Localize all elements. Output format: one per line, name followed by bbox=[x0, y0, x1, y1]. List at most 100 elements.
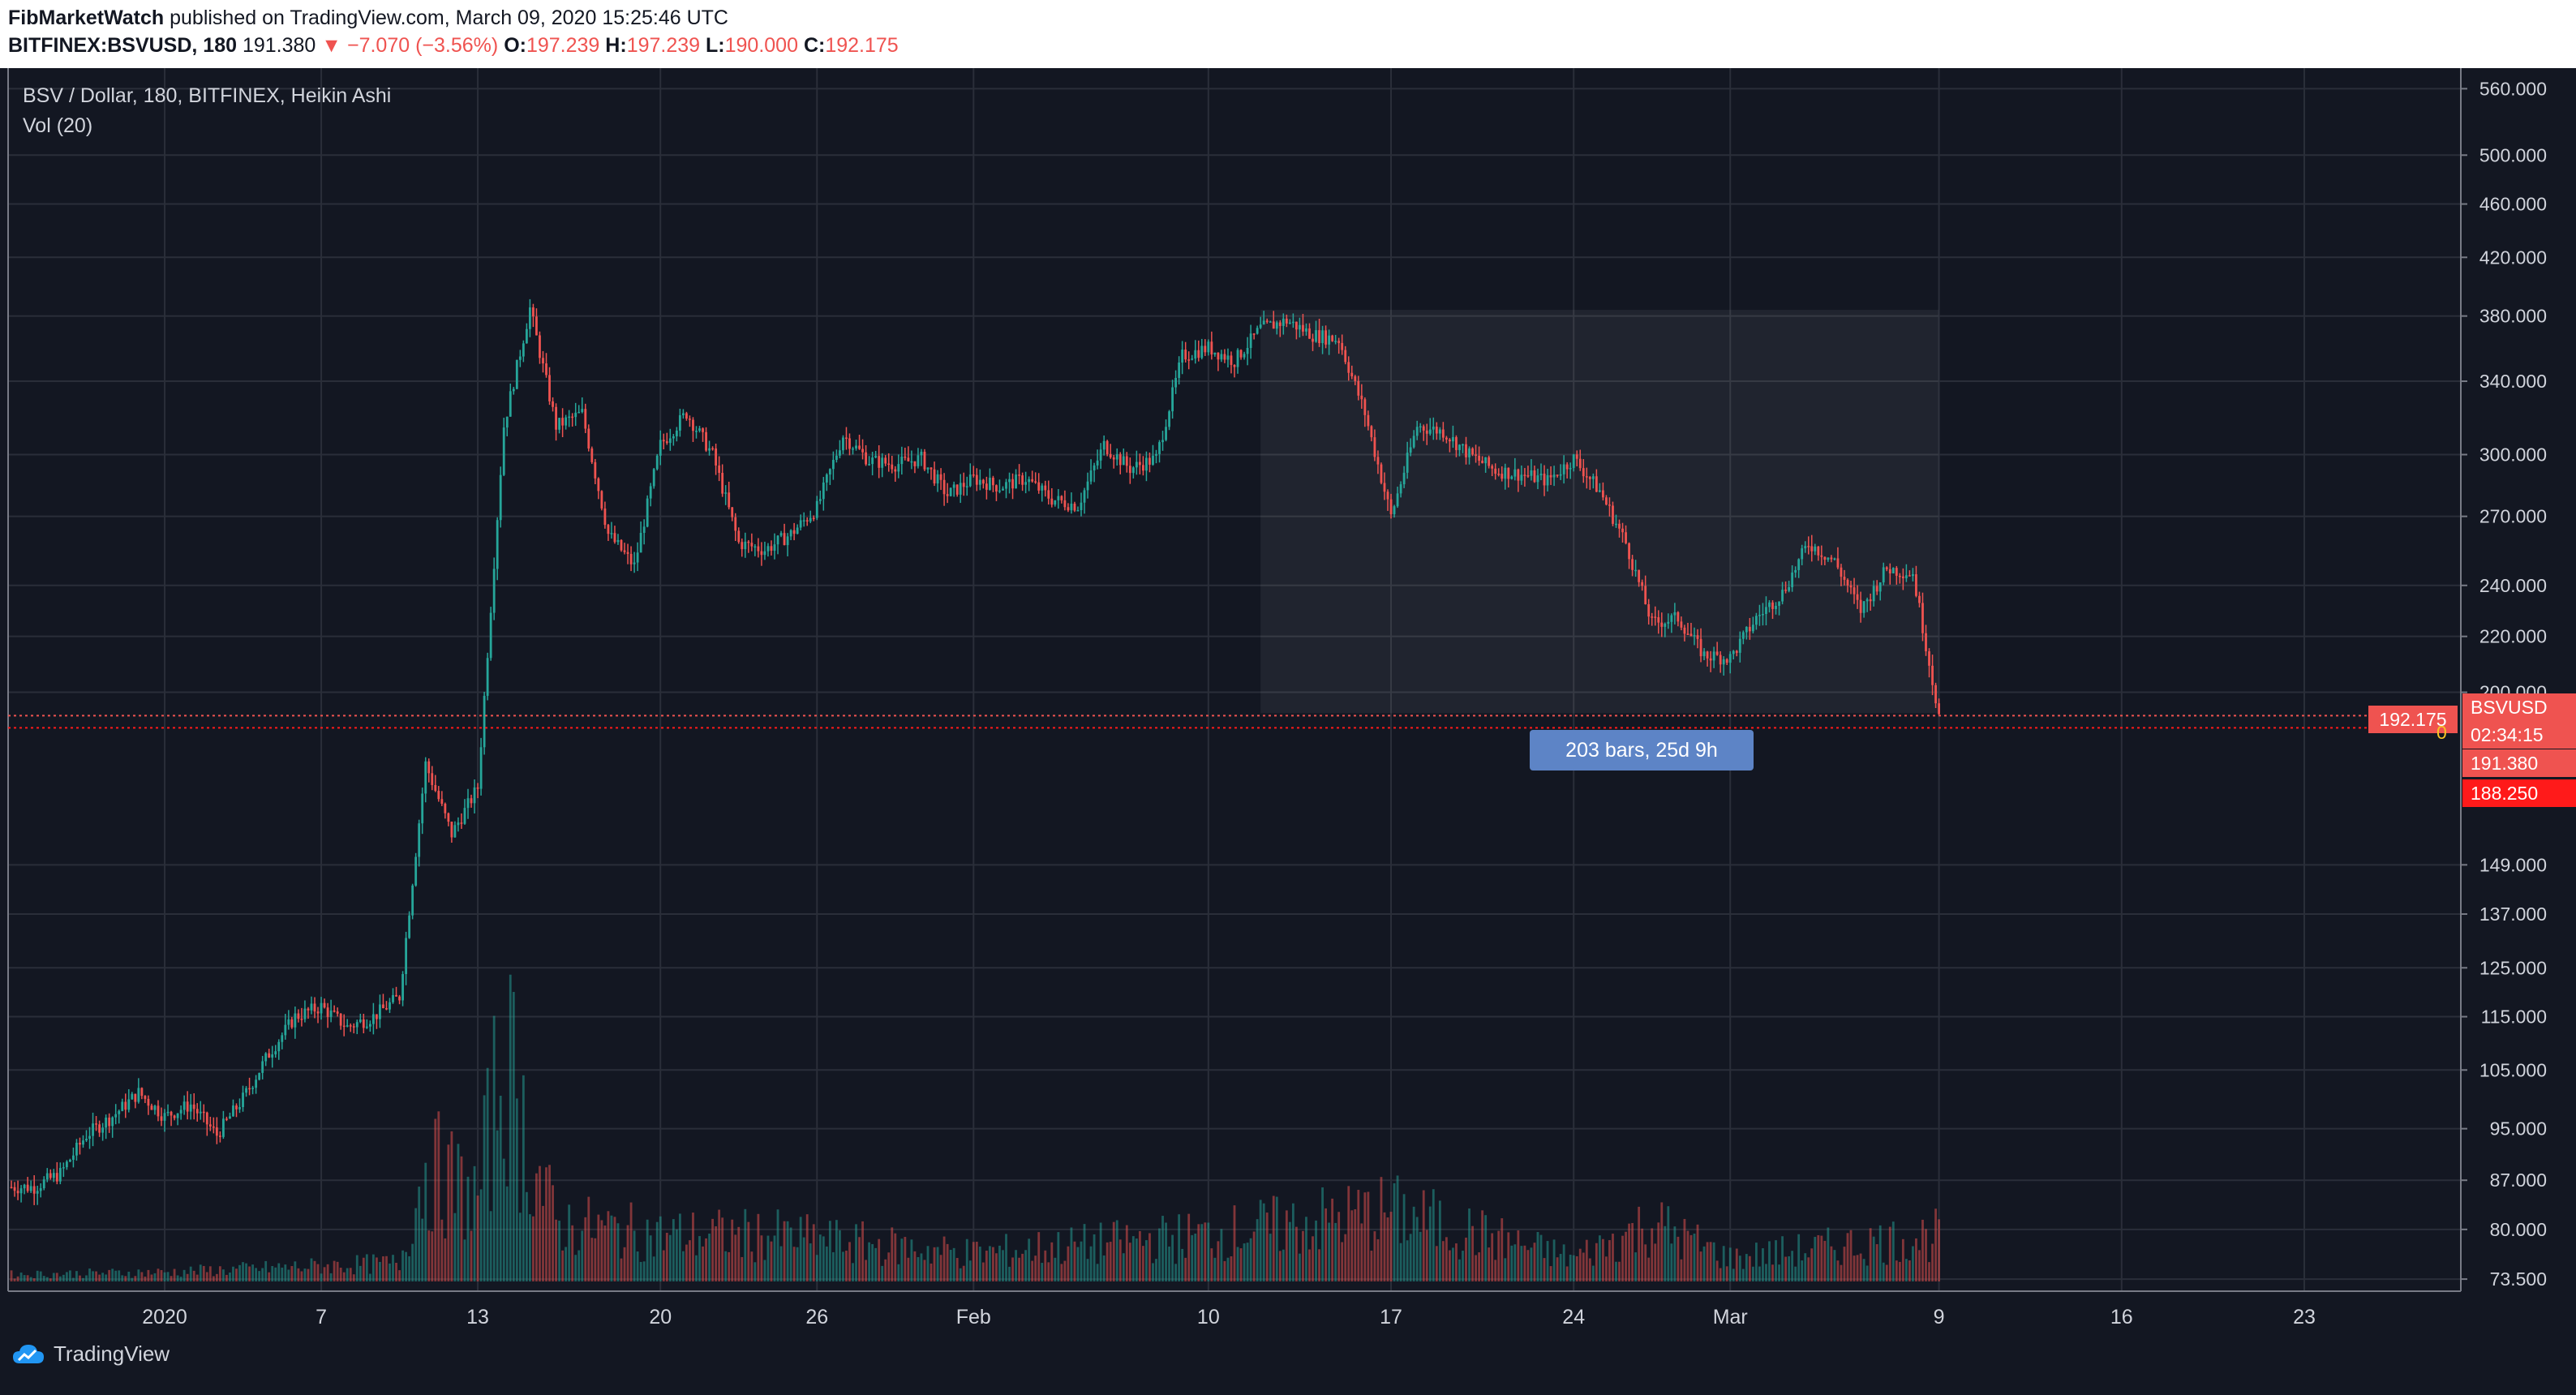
volume-bar bbox=[1086, 1259, 1089, 1281]
candle-body bbox=[408, 915, 411, 938]
volume-bar bbox=[329, 1273, 333, 1281]
candle-body bbox=[773, 544, 776, 552]
y-tick-label: 500.000 bbox=[2479, 144, 2547, 165]
candle-body bbox=[1422, 426, 1425, 431]
candle-body bbox=[1210, 341, 1213, 355]
candle-body bbox=[1823, 556, 1827, 560]
candle-body bbox=[545, 363, 547, 376]
candle-body bbox=[907, 457, 910, 461]
candle-body bbox=[1644, 586, 1647, 605]
volume-bar bbox=[1728, 1247, 1732, 1281]
candle-body bbox=[965, 486, 968, 487]
volume-bar bbox=[1217, 1241, 1220, 1281]
candle-body bbox=[1037, 482, 1041, 491]
candle-body bbox=[1549, 474, 1552, 478]
volume-bar bbox=[1363, 1192, 1367, 1281]
volume-bar bbox=[1259, 1200, 1262, 1281]
candle-body bbox=[16, 1191, 19, 1194]
volume-bar bbox=[1299, 1253, 1301, 1281]
candle-body bbox=[1741, 632, 1745, 639]
candle-body bbox=[1269, 321, 1272, 323]
volume-bar bbox=[163, 1272, 166, 1281]
volume-bar bbox=[992, 1247, 994, 1281]
candle-body bbox=[111, 1117, 114, 1127]
candle-body bbox=[1680, 621, 1683, 628]
candle-body bbox=[1625, 532, 1627, 543]
volume-bar bbox=[1608, 1240, 1611, 1281]
volume-bar bbox=[1501, 1218, 1504, 1281]
candle-body bbox=[268, 1053, 271, 1058]
volume-bar bbox=[1569, 1254, 1572, 1281]
candle-body bbox=[1673, 612, 1677, 616]
volume-bar bbox=[92, 1271, 94, 1281]
volume-bar bbox=[58, 1276, 62, 1281]
candle-body bbox=[672, 436, 675, 439]
volume-legend[interactable]: Vol (20) bbox=[23, 114, 93, 137]
x-tick-label: 16 bbox=[2110, 1306, 2133, 1325]
volume-bar bbox=[681, 1251, 685, 1281]
publish-line: FibMarketWatch published on TradingView.… bbox=[8, 6, 728, 30]
price-chart[interactable]: 73.500 80.000 87.000 95.000 105.000 115.000 12… bbox=[0, 0, 2576, 1325]
volume-bar bbox=[1047, 1262, 1050, 1281]
volume-bar bbox=[802, 1237, 805, 1281]
volume-bar bbox=[450, 1131, 453, 1281]
volume-bar bbox=[913, 1251, 917, 1281]
candle-body bbox=[153, 1105, 157, 1110]
volume-bar bbox=[1491, 1233, 1494, 1281]
series-legend[interactable]: BSV / Dollar, 180, BITFINEX, Heikin Ashi bbox=[23, 84, 392, 107]
y-tick-label: 300.000 bbox=[2479, 444, 2547, 465]
volume-bar bbox=[1775, 1240, 1777, 1281]
candle-body bbox=[1080, 502, 1083, 511]
candle-body bbox=[1367, 414, 1370, 427]
candle-body bbox=[173, 1115, 176, 1118]
volume-bar bbox=[581, 1230, 584, 1281]
candle-body bbox=[910, 461, 913, 463]
candle-body bbox=[1628, 543, 1630, 560]
countdown-tag: 02:34:15 bbox=[2462, 721, 2576, 749]
tradingview-logo[interactable]: TradingView bbox=[11, 1341, 170, 1367]
volume-bar bbox=[457, 1144, 460, 1281]
candle-body bbox=[303, 1008, 307, 1019]
volume-bar bbox=[1109, 1242, 1112, 1281]
candle-body bbox=[1562, 464, 1565, 474]
candle-body bbox=[571, 416, 574, 418]
candle-body bbox=[1174, 377, 1178, 388]
price-tag-3: 188.250 bbox=[2462, 779, 2576, 807]
candle-body bbox=[1252, 333, 1256, 335]
candle-body bbox=[108, 1117, 111, 1127]
volume-bar bbox=[453, 1213, 457, 1281]
volume-bar bbox=[1197, 1224, 1200, 1281]
volume-bar bbox=[607, 1211, 610, 1281]
candle-body bbox=[897, 464, 900, 472]
volume-bar bbox=[1380, 1177, 1383, 1281]
candle-body bbox=[1748, 626, 1751, 632]
volume-bar bbox=[170, 1276, 173, 1281]
volume-bar bbox=[1820, 1235, 1823, 1281]
volume-bar bbox=[705, 1238, 707, 1281]
candle-body bbox=[1601, 490, 1604, 498]
candle-body bbox=[271, 1054, 274, 1058]
volume-bar bbox=[1647, 1257, 1651, 1281]
candle-body bbox=[1282, 318, 1285, 326]
volume-bar bbox=[590, 1238, 594, 1281]
candle-body bbox=[1441, 429, 1445, 438]
candle-body bbox=[1784, 590, 1788, 591]
price-tag-2: 191.380 bbox=[2462, 749, 2576, 777]
candle-body bbox=[307, 1008, 310, 1011]
last-price-tag: BSVUSD bbox=[2462, 693, 2576, 721]
volume-bar bbox=[245, 1263, 247, 1281]
candle-body bbox=[320, 1002, 323, 1014]
candle-body bbox=[1712, 651, 1715, 661]
candle-body bbox=[134, 1093, 137, 1102]
publisher-name[interactable]: FibMarketWatch bbox=[8, 6, 165, 29]
volume-bar bbox=[525, 1191, 528, 1281]
volume-bar bbox=[887, 1252, 891, 1281]
candle-body bbox=[1706, 651, 1709, 659]
volume-bar bbox=[642, 1261, 646, 1281]
volume-bar bbox=[1370, 1251, 1373, 1281]
volume-bar bbox=[818, 1234, 822, 1281]
volume-bar bbox=[620, 1258, 623, 1281]
candle-body bbox=[1099, 449, 1102, 461]
volume-bar bbox=[1530, 1247, 1533, 1281]
volume-bar bbox=[587, 1196, 590, 1281]
